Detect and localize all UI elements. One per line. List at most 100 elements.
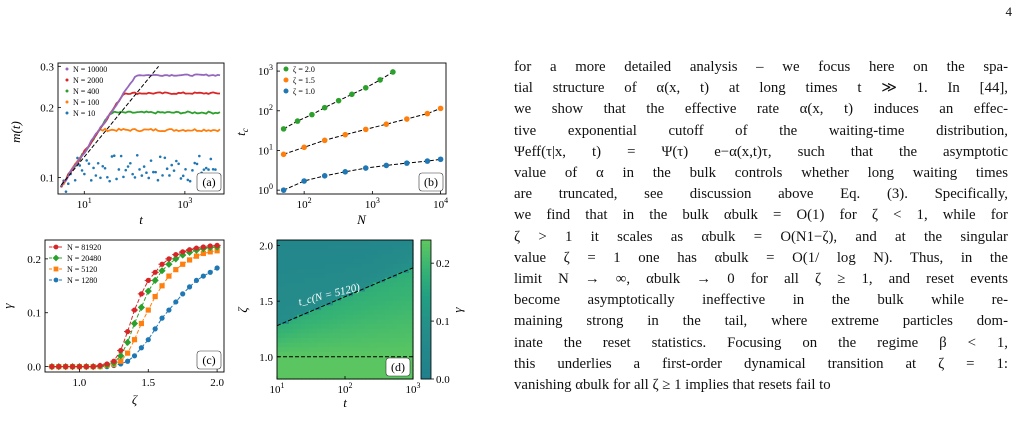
heatmap-cell [301, 253, 306, 260]
heatmap-cell [405, 249, 410, 255]
legend-marker [283, 77, 289, 83]
heatmap-cell [381, 295, 386, 301]
data-point [159, 283, 165, 289]
x-tick-label: 104 [433, 196, 448, 211]
heatmap-cell [401, 272, 406, 278]
heatmap-cell [277, 355, 282, 362]
heatmap-cell [329, 281, 334, 287]
heatmap-cell [385, 272, 390, 278]
heatmap-cell [373, 244, 378, 250]
heatmap-cell [381, 244, 386, 250]
heatmap-cell [281, 346, 286, 352]
data-point [211, 167, 215, 171]
data-point [179, 177, 183, 180]
heatmap-cell [373, 341, 378, 348]
heatmap-cell [293, 267, 298, 274]
heatmap-cell [325, 290, 330, 297]
heatmap-cell [289, 290, 294, 297]
heatmap-cell [377, 277, 382, 283]
heatmap-cell [337, 253, 342, 260]
data-point [202, 168, 206, 171]
heatmap-cell [277, 272, 282, 278]
heatmap-cell [397, 240, 402, 246]
heatmap-cell [369, 355, 374, 362]
heatmap-cell [325, 244, 330, 250]
heatmap-cell [393, 309, 398, 315]
data-point [186, 284, 193, 290]
heatmap-cell [305, 309, 310, 315]
heatmap-cell [353, 258, 358, 264]
heatmap-cell [361, 337, 366, 343]
heatmap-cell [369, 309, 374, 315]
data-point [161, 174, 164, 177]
heatmap-cell [345, 365, 350, 371]
heatmap-cell [401, 374, 406, 380]
heatmap-cell [401, 337, 406, 343]
heatmap-cell [357, 309, 362, 315]
heatmap-cell [313, 323, 318, 329]
heatmap-cell [297, 318, 302, 324]
heatmap-cell [357, 240, 362, 246]
heatmap-cell [341, 309, 346, 315]
heatmap-cell [353, 369, 358, 375]
heatmap-cell [313, 263, 318, 269]
heatmap-cell [397, 258, 402, 264]
heatmap-cell [281, 240, 286, 246]
power-law-guide [60, 66, 159, 186]
heatmap-cell [341, 365, 346, 371]
heatmap-cell [289, 332, 294, 338]
heatmap-cell [313, 351, 318, 357]
heatmap-cell [309, 263, 314, 269]
heatmap-cell [301, 300, 306, 306]
heatmap-cell [389, 374, 394, 380]
heatmap-cell [281, 258, 286, 264]
heatmap-cell [305, 272, 310, 278]
heatmap-cell [345, 337, 350, 343]
heatmap-cell [317, 360, 322, 366]
heatmap-cell [301, 281, 306, 287]
heatmap-cell [313, 318, 318, 324]
heatmap-cell [297, 290, 302, 297]
colorbar-tick-label: 0.1 [436, 316, 450, 328]
data-point [301, 144, 307, 151]
heatmap-cell [349, 300, 354, 306]
heatmap-cell [321, 314, 326, 320]
heatmap-cell [313, 314, 318, 320]
heatmap-cell [277, 295, 282, 301]
heatmap-cell [385, 341, 390, 348]
heatmap-cell [389, 263, 394, 269]
colorbar-cell [421, 354, 431, 359]
heatmap-cell [373, 253, 378, 260]
data-point [80, 169, 84, 172]
heatmap-cell [297, 328, 302, 334]
heatmap-cell [325, 355, 330, 362]
heatmap-cell [397, 290, 402, 297]
data-point [321, 104, 328, 111]
heatmap-cell [301, 323, 306, 329]
heatmap-cell [349, 309, 354, 315]
heatmap-cell [305, 332, 310, 338]
heatmap-cell [357, 253, 362, 260]
heatmap-cell [405, 374, 410, 380]
heatmap-cell [357, 341, 362, 348]
heatmap-cell [389, 253, 394, 260]
heatmap-cell [409, 277, 414, 283]
data-point [184, 167, 187, 171]
data-point [152, 326, 158, 332]
heatmap-cell [329, 360, 334, 366]
heatmap-cell [333, 355, 338, 362]
heatmap-cell [349, 328, 354, 334]
heatmap-cell [345, 277, 350, 283]
heatmap-cell [313, 240, 318, 246]
heatmap-cell [293, 314, 298, 320]
heatmap-cell [361, 346, 366, 352]
heatmap-cell [381, 328, 386, 334]
panel-label-box [196, 350, 222, 370]
heatmap-cell [317, 253, 322, 260]
heatmap-cell [281, 295, 286, 301]
heatmap-cell [385, 374, 390, 380]
heatmap-cell [365, 304, 370, 311]
heatmap-cell [289, 369, 294, 375]
heatmap-cell [365, 290, 370, 297]
body-text-line: value ζ = 1 one has αbulk = O(1/ log N).… [514, 249, 1008, 266]
